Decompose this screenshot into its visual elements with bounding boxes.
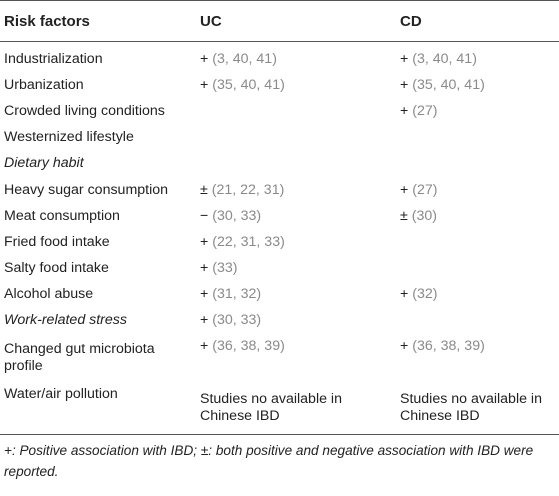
table-row: Industrialization + (3, 40, 41) + (3, 40, … — [0, 42, 559, 73]
table-header-row: Risk factors UC CD — [0, 0, 559, 42]
association-sign: + — [200, 338, 209, 355]
risk-factor-cell: Water/air pollution — [0, 382, 196, 436]
uc-cell — [196, 151, 396, 177]
association-sign: + — [400, 50, 409, 67]
reference-list: (22, 31, 33) — [212, 233, 285, 250]
reference-list: (31, 32) — [212, 286, 262, 303]
risk-factor-cell: Alcohol abuse — [4, 286, 94, 303]
risk-factors-table: Risk factors UC CD Industrialization + (3… — [0, 0, 559, 436]
reference-list: (36, 38, 39) — [412, 338, 485, 355]
uc-cell: + (35, 40, 41) — [196, 72, 396, 98]
uc-cell: + (30, 33) — [196, 308, 396, 334]
cd-cell — [396, 308, 559, 334]
association-sign: + — [400, 76, 409, 93]
association-sign: ± — [400, 207, 408, 224]
cd-cell: + (27) — [396, 98, 559, 124]
table-row: Changed gut microbiota profile + (36, 38… — [0, 334, 559, 382]
table-row: Westernized lifestyle — [0, 125, 559, 151]
reference-list: (27) — [412, 181, 438, 198]
risk-factor-cell: Crowded living conditions — [4, 102, 165, 119]
cd-cell — [396, 151, 559, 177]
table-body: Industrialization + (3, 40, 41) + (3, 40, … — [0, 42, 559, 436]
reference-list: (35, 40, 41) — [412, 76, 485, 93]
association-sign: + — [200, 50, 209, 67]
uc-cell — [196, 125, 396, 151]
cd-cell: + (3, 40, 41) — [396, 42, 559, 73]
risk-factor-cell: Urbanization — [4, 76, 84, 93]
reference-list: (27) — [412, 102, 438, 119]
reference-list: (33) — [212, 260, 238, 277]
risk-factor-cell: Salty food intake — [4, 260, 109, 277]
risk-factor-cell: Dietary habit — [4, 155, 84, 172]
reference-list: (32) — [412, 286, 438, 303]
risk-factor-cell: Fried food intake — [4, 233, 110, 250]
cd-cell: + (36, 38, 39) — [396, 334, 559, 382]
header-risk-factors: Risk factors — [0, 0, 196, 42]
reference-list: (21, 22, 31) — [211, 181, 285, 198]
uc-cell: ± (21, 22, 31) — [196, 177, 396, 203]
uc-cell: + (31, 32) — [196, 282, 396, 308]
cd-cell: + (27) — [396, 177, 559, 203]
risk-factor-cell: Changed gut microbiota profile — [4, 341, 155, 375]
cd-cell — [396, 256, 559, 282]
reference-list: (35, 40, 41) — [212, 76, 285, 93]
reference-list: (30, 33) — [212, 312, 262, 329]
header-cd: CD — [396, 0, 559, 42]
association-sign: + — [400, 338, 409, 355]
uc-cell: + (22, 31, 33) — [196, 229, 396, 255]
association-sign: + — [200, 233, 209, 250]
risk-factor-cell: Industrialization — [4, 50, 103, 67]
uc-cell: − (30, 33) — [196, 203, 396, 229]
risk-factor-cell: Westernized lifestyle — [4, 129, 134, 146]
table-row: Heavy sugar consumption ± (21, 22, 31) + (… — [0, 177, 559, 203]
association-sign: + — [200, 286, 209, 303]
table-row: Crowded living conditions + (27) — [0, 98, 559, 124]
risk-factor-cell: Work-related stress — [4, 312, 127, 329]
association-sign: + — [400, 102, 409, 119]
cd-cell: ± (30) — [396, 203, 559, 229]
reference-list: (36, 38, 39) — [212, 338, 285, 355]
association-sign: ± — [200, 181, 208, 198]
reference-list: (3, 40, 41) — [412, 50, 477, 67]
table-row: Alcohol abuse + (31, 32) + (32) — [0, 282, 559, 308]
cd-cell — [396, 229, 559, 255]
uc-cell: Studies no available in Chinese IBD — [196, 382, 396, 436]
table-row: Work-related stress + (30, 33) — [0, 308, 559, 334]
association-sign: + — [200, 312, 209, 329]
uc-cell — [196, 98, 396, 124]
risk-factor-cell: Heavy sugar consumption — [4, 181, 169, 198]
table-row: Salty food intake + (33) — [0, 256, 559, 282]
cd-cell: Studies no available in Chinese IBD — [396, 382, 559, 436]
association-sign: + — [400, 181, 409, 198]
association-sign: + — [400, 286, 409, 303]
reference-list: (30) — [411, 207, 437, 224]
uc-cell: + (3, 40, 41) — [196, 42, 396, 73]
reference-list: (30, 33) — [212, 207, 262, 224]
table-row: Urbanization + (35, 40, 41) + (35, 40, 41) — [0, 72, 559, 98]
risk-factor-cell: Meat consumption — [4, 207, 120, 224]
table-row: Dietary habit — [0, 151, 559, 177]
cd-cell — [396, 125, 559, 151]
cd-cell: + (32) — [396, 282, 559, 308]
table-row: Fried food intake + (22, 31, 33) — [0, 229, 559, 255]
header-uc: UC — [196, 0, 396, 42]
table-row: Meat consumption − (30, 33) ± (30) — [0, 203, 559, 229]
table-footnote: +: Positive association with IBD; ±: bot… — [4, 443, 534, 479]
uc-cell: + (36, 38, 39) — [196, 334, 396, 382]
uc-cell: + (33) — [196, 256, 396, 282]
reference-list: (3, 40, 41) — [212, 50, 277, 67]
association-sign: + — [200, 260, 209, 277]
association-sign: + — [200, 76, 209, 93]
table-row: Water/air pollution Studies no available… — [0, 382, 559, 436]
cd-cell: + (35, 40, 41) — [396, 72, 559, 98]
association-sign: − — [200, 207, 209, 224]
